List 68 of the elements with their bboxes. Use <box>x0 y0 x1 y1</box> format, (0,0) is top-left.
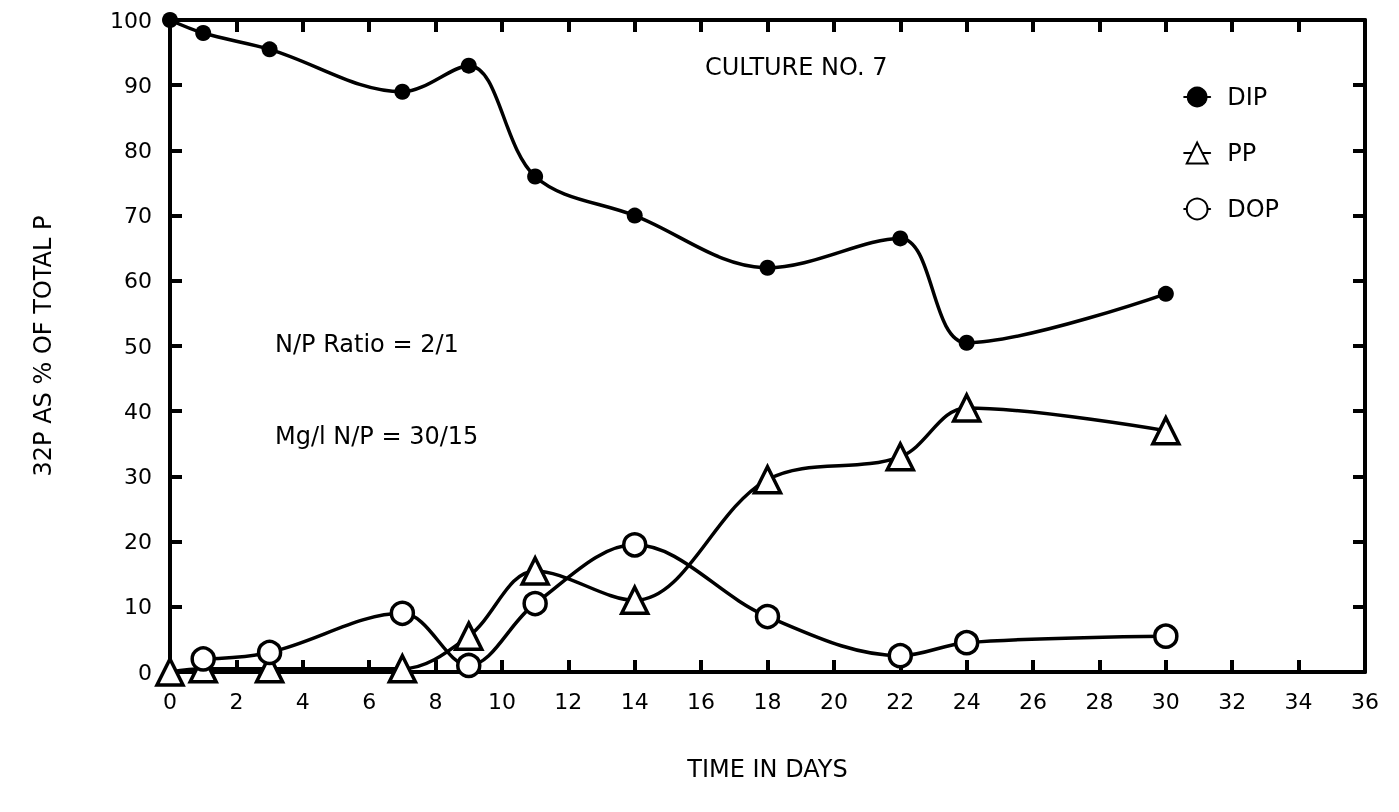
point <box>195 25 212 42</box>
point <box>752 464 783 495</box>
x-tick-label: 20 <box>819 688 848 714</box>
legend-label: DIP <box>1227 83 1268 111</box>
text: CULTURE NO. 7 <box>705 53 888 81</box>
y-axis-title: 32P AS % OF TOTAL P <box>29 215 57 477</box>
x-tick-label: 18 <box>753 688 782 714</box>
point <box>619 583 651 616</box>
x-tick-label: 28 <box>1085 688 1114 714</box>
annotation: Mg/l N/P = 30/15 <box>275 422 479 450</box>
y-tick-label: 80 <box>124 137 152 163</box>
point <box>456 652 482 679</box>
point <box>261 41 278 58</box>
x-tick-label: 16 <box>687 688 716 714</box>
x-tick-label: 22 <box>886 688 915 714</box>
x-tick-label: 10 <box>487 688 516 714</box>
x-tick-label: 36 <box>1351 688 1379 714</box>
x-tick-label: 26 <box>1019 688 1048 714</box>
point <box>1151 416 1181 446</box>
point <box>754 603 781 630</box>
y-tick-label: 10 <box>124 594 152 620</box>
point <box>520 556 550 586</box>
point <box>394 83 411 100</box>
point <box>162 12 178 28</box>
annotation: N/P Ratio = 2/1 <box>275 330 459 358</box>
x-axis-title: TIME IN DAYS <box>686 755 848 783</box>
x-tick-label: 8 <box>428 688 443 714</box>
x-tick-label: 2 <box>229 688 244 714</box>
y-tick-label: 0 <box>138 659 152 685</box>
y-tick-label: 50 <box>124 333 152 359</box>
point <box>522 590 548 617</box>
x-tick-label: 0 <box>163 688 177 714</box>
point <box>1157 285 1174 302</box>
point <box>1153 623 1179 649</box>
point <box>953 629 980 656</box>
legend-label: PP <box>1227 139 1257 167</box>
x-tick-label: 12 <box>554 688 583 714</box>
y-tick-label: 20 <box>124 529 152 555</box>
point <box>958 334 975 351</box>
x-tick-label: 30 <box>1151 688 1180 714</box>
point <box>454 621 484 651</box>
x-tick-label: 4 <box>295 688 310 714</box>
point <box>951 393 982 423</box>
point <box>759 259 776 276</box>
point <box>387 653 418 684</box>
y-tick-label: 70 <box>124 203 152 229</box>
y-tick-label: 40 <box>124 398 152 424</box>
y-tick-label: 90 <box>124 72 152 98</box>
x-tick-label: 24 <box>952 688 981 714</box>
point <box>892 230 909 247</box>
point <box>389 600 416 627</box>
x-tick-label: 32 <box>1218 688 1247 714</box>
point <box>527 168 544 185</box>
point <box>190 646 216 672</box>
point <box>621 532 648 558</box>
y-tick-label: 100 <box>110 7 152 33</box>
point <box>887 642 914 669</box>
y-tick-label: 30 <box>124 463 152 489</box>
point <box>155 657 185 687</box>
point <box>256 639 283 666</box>
point <box>460 57 477 74</box>
point <box>885 442 916 472</box>
y-tick-label: 60 <box>124 268 152 294</box>
x-tick-label: 34 <box>1284 688 1313 714</box>
x-tick-label: 14 <box>620 688 649 714</box>
legend-label: DOP <box>1227 195 1279 223</box>
x-tick-label: 6 <box>362 688 377 714</box>
point <box>626 207 643 224</box>
